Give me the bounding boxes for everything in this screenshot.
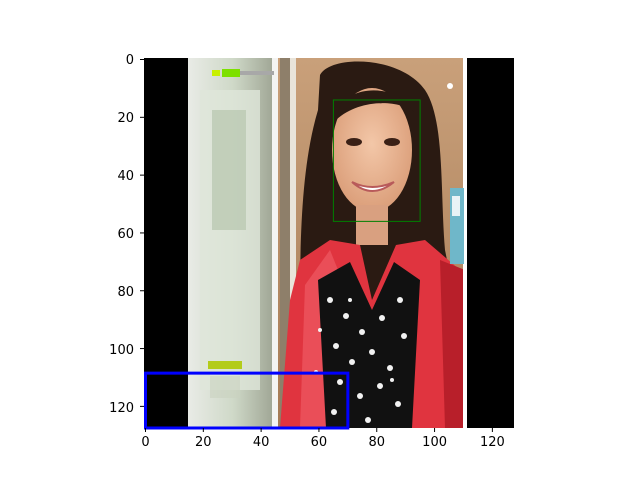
x-tick-label: 20 — [195, 435, 212, 450]
y-tick-label: 0 — [126, 53, 134, 68]
x-tick-label: 100 — [422, 435, 447, 450]
region-box — [144, 371, 350, 430]
x-axis-tick-labels: 0 20 40 60 80 100 120 — [141, 435, 504, 450]
y-tick-label: 120 — [109, 401, 134, 416]
y-tick-label: 40 — [117, 169, 134, 184]
bounding-boxes — [144, 99, 421, 430]
x-tick-label: 40 — [253, 435, 270, 450]
y-axis-tick-labels: 0 20 40 60 80 100 120 — [109, 53, 134, 416]
y-tick-label: 20 — [117, 111, 134, 126]
y-tick-label: 80 — [117, 285, 134, 300]
y-tick-label: 60 — [117, 227, 134, 242]
x-tick-label: 120 — [480, 435, 505, 450]
face-box — [332, 99, 421, 222]
x-tick-label: 80 — [369, 435, 386, 450]
y-tick-label: 100 — [109, 343, 134, 358]
axis-ticks — [140, 59, 493, 432]
x-tick-label: 60 — [311, 435, 328, 450]
photo-image — [144, 58, 514, 428]
x-tick-label: 0 — [141, 435, 149, 450]
